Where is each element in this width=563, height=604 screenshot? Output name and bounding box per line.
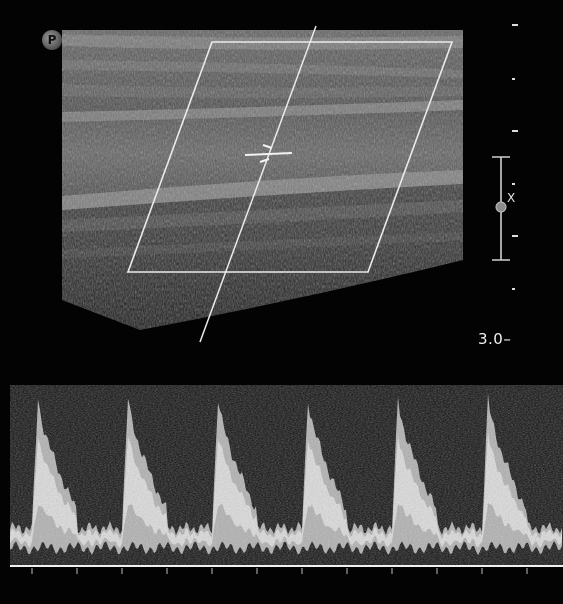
focal-zone-marker[interactable]: [492, 156, 510, 261]
doppler-sample-box[interactable]: [126, 41, 454, 273]
doppler-cursor-line[interactable]: [199, 25, 317, 343]
spectral-doppler-waveform: [10, 385, 563, 565]
time-scale-ticks: [31, 568, 528, 574]
depth-scale: [512, 24, 518, 290]
probe-orientation-marker: P: [42, 30, 62, 50]
sample-gate[interactable]: [244, 144, 293, 163]
b-mode-image: [62, 30, 463, 330]
depth-scale-label: 3.0–: [478, 330, 512, 348]
focal-marker-label: X: [507, 191, 516, 205]
